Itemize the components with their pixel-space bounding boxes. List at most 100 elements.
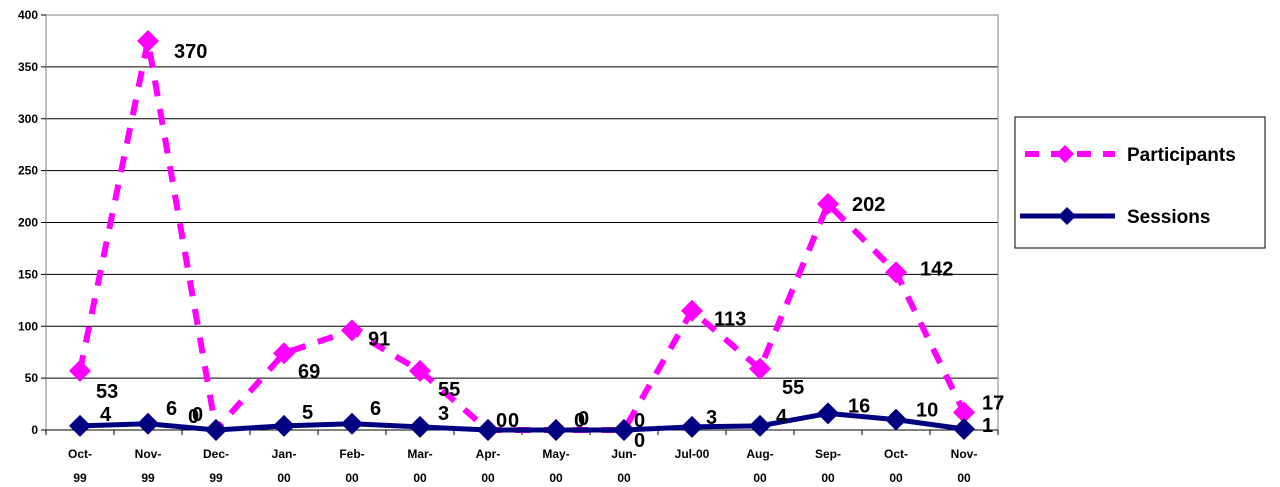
participants-point <box>137 29 159 52</box>
participants-point <box>273 342 295 365</box>
participants-data-label: 113 <box>714 309 746 331</box>
sessions-line <box>79 410 965 433</box>
sessions-point <box>477 419 499 441</box>
sessions-data-label: 0 <box>578 408 589 430</box>
x-tick-label: Jul-00 <box>675 447 710 461</box>
participants-point <box>681 299 703 322</box>
participants-point <box>885 261 907 284</box>
sessions-data-label: 5 <box>302 402 313 424</box>
sessions-point <box>341 412 363 435</box>
participants-point <box>749 357 771 380</box>
x-tick-label: 99 <box>209 471 223 485</box>
legend-box <box>1014 116 1266 249</box>
sessions-data-label: 6 <box>166 398 177 420</box>
sessions-point <box>137 412 159 435</box>
x-tick-label: Dec- <box>203 447 229 461</box>
sessions-point <box>885 408 907 431</box>
x-tick-label: 00 <box>277 471 291 485</box>
y-tick-label: 50 <box>25 371 39 385</box>
x-tick-label: 00 <box>413 471 427 485</box>
x-tick-label: Aug- <box>746 447 773 461</box>
participants-line <box>77 37 967 433</box>
x-tick-label: 99 <box>73 471 87 485</box>
participants-data-label: 0 <box>496 410 507 432</box>
sessions-point <box>953 417 975 440</box>
participants-data-label: 55 <box>782 377 804 399</box>
series-participants <box>69 29 975 441</box>
x-tick-label: Nov- <box>951 447 978 461</box>
sessions-point <box>69 414 91 437</box>
x-tick-label: 00 <box>345 471 359 485</box>
x-tick-label: 00 <box>617 471 631 485</box>
legend: Participants Sessions <box>1014 116 1266 249</box>
sessions-data-label: 0 <box>508 410 519 432</box>
sessions-point <box>681 415 703 438</box>
sessions-point <box>817 402 839 425</box>
x-tick-label: 00 <box>957 471 971 485</box>
x-tick-label: Jan- <box>272 447 297 461</box>
participants-data-label: 0 <box>192 404 203 426</box>
x-tick-label: Apr- <box>476 447 501 461</box>
y-axis-ticks: 0 50 100 150 200 250 300 350 400 <box>18 8 46 437</box>
x-tick-label: Sep- <box>815 447 841 461</box>
y-tick-label: 350 <box>18 60 38 74</box>
sessions-data-label: 3 <box>438 403 449 425</box>
y-tick-label: 200 <box>18 216 38 230</box>
participants-point <box>953 401 975 424</box>
legend-participants-label: Participants <box>1127 145 1236 166</box>
sessions-data-label: 10 <box>916 400 938 422</box>
x-tick-label: 00 <box>889 471 903 485</box>
sessions-data-label: 0 <box>188 406 199 428</box>
x-tick-label: Jun- <box>611 447 636 461</box>
participants-point <box>341 319 363 342</box>
x-tick-label: 00 <box>821 471 835 485</box>
sessions-data-label: 4 <box>776 406 788 428</box>
x-tick-label: 00 <box>481 471 495 485</box>
participants-point <box>409 359 431 382</box>
gridlines <box>46 14 998 379</box>
x-axis-ticks: Oct- 99 Nov- 99 Dec- 99 Jan- 00 Feb- 00 Mar- 00 Apr-… <box>45 429 999 485</box>
sessions-data-label: 6 <box>370 398 381 420</box>
legend-participants-marker <box>1056 145 1074 163</box>
sessions-point <box>613 419 635 441</box>
sessions-point <box>409 415 431 438</box>
participants-data-label: 55 <box>438 379 460 401</box>
participants-data-label: 0 <box>634 410 645 432</box>
legend-sessions-marker <box>1058 207 1076 225</box>
participants-point <box>69 359 91 382</box>
x-tick-label: 00 <box>549 471 563 485</box>
participants-data-label: 53 <box>96 381 118 403</box>
participants-data-label: 142 <box>920 258 953 280</box>
series-sessions <box>69 402 975 441</box>
participants-data-label: 91 <box>368 328 390 350</box>
participants-data-label: 17 <box>982 392 1004 414</box>
y-tick-label: 250 <box>18 164 38 178</box>
sessions-point <box>545 419 567 441</box>
x-tick-label: Nov- <box>135 447 162 461</box>
y-tick-label: 300 <box>18 112 38 126</box>
y-tick-label: 0 <box>31 423 38 437</box>
sessions-data-label: 0 <box>634 430 645 452</box>
participants-data-label: 0 <box>574 410 585 432</box>
sessions-data-label: 1 <box>982 415 993 437</box>
x-tick-label: 00 <box>753 471 767 485</box>
sessions-point <box>273 414 295 437</box>
sessions-point <box>205 419 227 441</box>
x-tick-label: May- <box>542 447 569 461</box>
participants-data-label: 69 <box>298 361 320 383</box>
x-tick-label: 99 <box>141 471 155 485</box>
legend-sessions-label: Sessions <box>1127 207 1210 228</box>
x-tick-label: Mar- <box>407 447 432 461</box>
sessions-data-label: 4 <box>100 404 112 426</box>
participants-point <box>817 192 839 215</box>
x-tick-label: Oct- <box>68 447 92 461</box>
sessions-data-label: 3 <box>706 407 717 429</box>
y-tick-label: 400 <box>18 8 38 22</box>
y-tick-label: 100 <box>18 319 38 333</box>
x-tick-label: Oct- <box>884 447 908 461</box>
x-tick-label: Feb- <box>339 447 364 461</box>
y-tick-label: 150 <box>18 267 38 281</box>
sessions-data-label: 16 <box>848 395 870 417</box>
